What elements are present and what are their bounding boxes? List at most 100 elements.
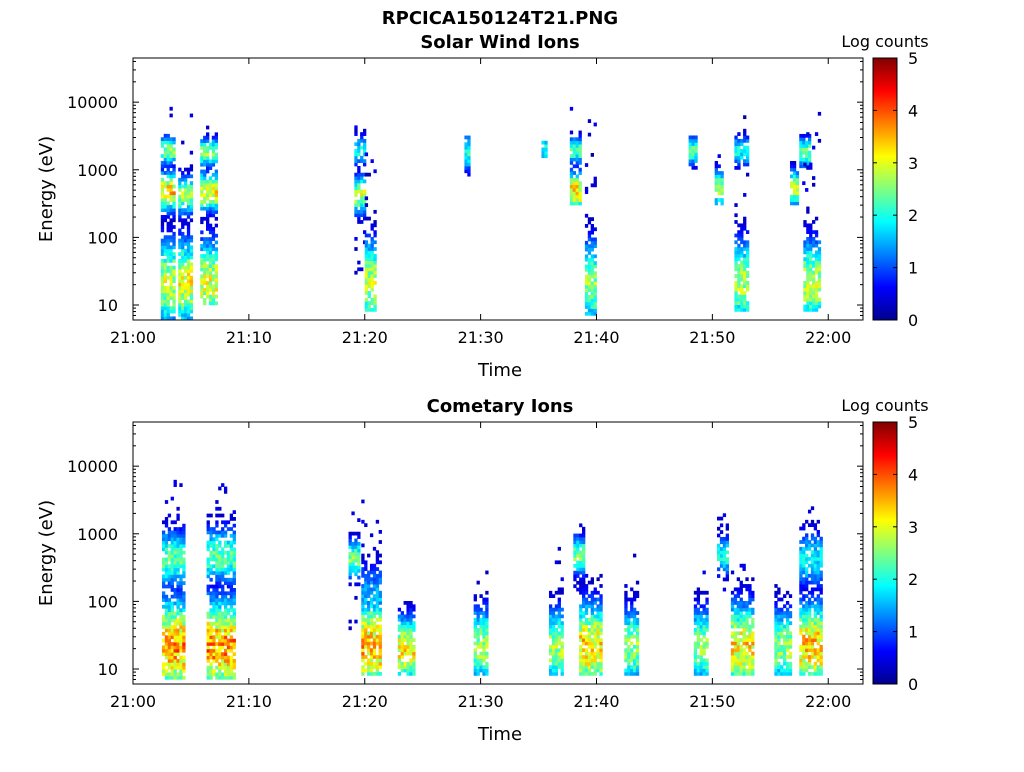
heatmap-cell: [181, 174, 185, 179]
heatmap-cell: [232, 638, 236, 643]
heatmap-cell: [218, 608, 222, 613]
heatmap-cell: [805, 638, 809, 642]
heatmap-cell: [560, 655, 564, 659]
heatmap-cell: [599, 644, 603, 649]
heatmap-cell: [743, 297, 747, 302]
heatmap-cell: [170, 628, 174, 633]
heatmap-cell: [189, 113, 194, 118]
heatmap-cell: [817, 253, 822, 258]
heatmap-cell: [178, 218, 182, 223]
heatmap-cell: [780, 665, 784, 669]
heatmap-cell: [799, 154, 803, 158]
heatmap-cell: [737, 155, 741, 160]
heatmap-cell: [783, 658, 787, 663]
heatmap-cell: [218, 655, 222, 660]
heatmap-cell: [584, 661, 589, 666]
heatmap-cell: [176, 642, 180, 646]
heatmap-cell: [226, 554, 231, 558]
heatmap-cell: [375, 638, 380, 642]
heatmap-cell: [780, 651, 784, 656]
heatmap-cell: [569, 160, 574, 165]
heatmap-cell: [479, 658, 483, 663]
heatmap-cell: [375, 587, 380, 592]
heatmap-cell: [476, 580, 480, 585]
heatmap-cell: [584, 648, 589, 653]
heatmap-cell: [819, 577, 823, 582]
heatmap-cell: [802, 550, 806, 555]
heatmap-cell: [173, 645, 177, 650]
heatmap-cell: [189, 282, 194, 287]
heatmap-cell: [173, 669, 177, 673]
heatmap-cell: [223, 598, 228, 602]
heatmap-cell: [587, 671, 592, 676]
heatmap-cell: [167, 628, 172, 633]
heatmap-cell: [819, 671, 823, 676]
heatmap-cell: [178, 245, 182, 250]
heatmap-cell: [203, 247, 207, 252]
heatmap-cell: [172, 204, 176, 209]
heatmap-cell: [810, 634, 815, 639]
heatmap-cell: [557, 641, 561, 646]
heatmap-cell: [733, 631, 738, 636]
heatmap-cell: [748, 584, 752, 588]
heatmap-cell: [364, 284, 369, 289]
heatmap-cell: [206, 257, 210, 262]
heatmap-cell: [206, 206, 210, 211]
heatmap-cell: [164, 567, 169, 572]
heatmap-cell: [810, 624, 815, 629]
heatmap-cell: [200, 264, 204, 269]
heatmap-cell: [223, 621, 228, 626]
heatmap-cell: [699, 648, 703, 653]
heatmap-cell: [596, 665, 600, 669]
heatmap-cell: [814, 230, 819, 234]
heatmap-cell: [691, 159, 695, 163]
heatmap-cell: [805, 648, 809, 653]
heatmap-cell: [218, 567, 222, 572]
heatmap-cell: [172, 184, 176, 189]
heatmap-cell: [802, 655, 806, 659]
heatmap-cell: [167, 608, 172, 613]
heatmap-cell: [367, 587, 371, 592]
heatmap-cell: [161, 520, 166, 525]
colorbar-tick-label: 2: [908, 206, 918, 225]
heatmap-cell: [206, 523, 210, 528]
heatmap-cell: [627, 617, 631, 622]
heatmap-cell: [748, 597, 752, 602]
heatmap-cell: [170, 533, 174, 538]
heatmap-cell: [203, 196, 207, 201]
heatmap-cell: [694, 142, 698, 147]
heatmap-cell: [576, 560, 580, 565]
heatmap-cell: [578, 137, 582, 142]
heatmap-cell: [482, 621, 486, 626]
heatmap-cell: [806, 297, 810, 302]
heatmap-cell: [211, 200, 216, 204]
heatmap-cell: [206, 237, 210, 241]
heatmap-cell: [720, 198, 724, 202]
heatmap-cell: [229, 675, 234, 680]
heatmap-cell: [361, 594, 365, 598]
heatmap-cell: [813, 621, 818, 626]
heatmap-cell: [212, 628, 216, 633]
heatmap-cell: [736, 577, 740, 582]
heatmap-cell: [743, 226, 747, 231]
heatmap-cell: [799, 577, 803, 582]
heatmap-cell: [810, 570, 815, 575]
heatmap-cell: [805, 594, 809, 598]
heatmap-cell: [593, 291, 597, 296]
heatmap-cell: [807, 638, 812, 642]
heatmap-cell: [774, 665, 778, 669]
heatmap-cell: [170, 635, 174, 640]
heatmap-cell: [189, 299, 194, 304]
heatmap-cell: [584, 244, 589, 249]
heatmap-cell: [169, 137, 173, 142]
heatmap-cell: [554, 648, 559, 653]
heatmap-cell: [221, 560, 225, 565]
heatmap-cell: [693, 590, 698, 595]
heatmap-cell: [163, 171, 168, 175]
heatmap-cell: [181, 292, 185, 297]
heatmap-cell: [737, 138, 741, 143]
heatmap-cell: [691, 145, 695, 150]
heatmap-cell: [743, 162, 747, 167]
heatmap-cell: [178, 262, 182, 267]
heatmap-cell: [590, 628, 594, 632]
